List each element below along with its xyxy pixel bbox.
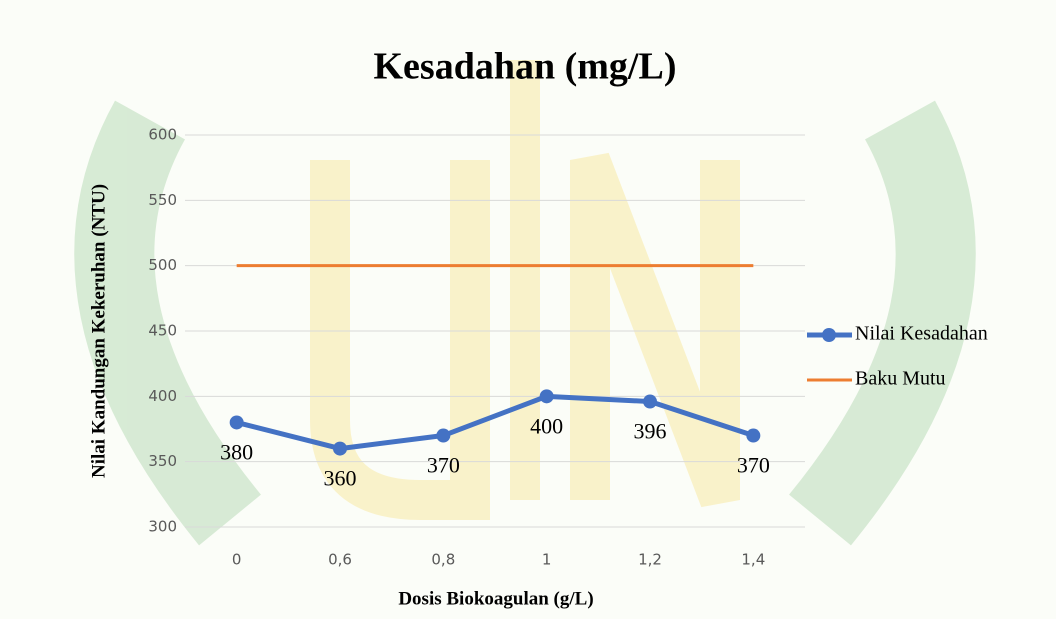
data-point xyxy=(746,429,760,443)
data-label: 380 xyxy=(220,440,253,465)
data-point xyxy=(643,395,657,409)
y-tick-label: 550 xyxy=(148,191,177,209)
chart: Kesadahan (mg/L) Dosis Biokoagulan (g/L)… xyxy=(0,0,1056,619)
data-label: 370 xyxy=(427,453,460,478)
data-label: 400 xyxy=(530,413,563,438)
x-tick-label: 0,6 xyxy=(328,551,352,569)
legend-label: Baku Mutu xyxy=(855,368,946,390)
x-tick-label: 1,4 xyxy=(741,551,765,569)
y-tick-label: 350 xyxy=(148,452,177,470)
y-tick-label: 400 xyxy=(148,387,177,405)
x-axis-label: Dosis Biokoagulan (g/L) xyxy=(398,588,593,609)
data-label: 360 xyxy=(324,466,357,491)
x-tick-label: 0,8 xyxy=(431,551,455,569)
chart-title: Kesadahan (mg/L) xyxy=(374,46,677,88)
x-tick-label: 1 xyxy=(542,551,552,569)
x-tick-label: 1,2 xyxy=(638,551,662,569)
data-point xyxy=(230,415,244,429)
y-axis-label: Nilai Kandungan Kekeruhan (NTU) xyxy=(88,184,109,478)
y-tick-label: 500 xyxy=(148,256,177,274)
legend-marker xyxy=(822,328,836,342)
y-tick-label: 600 xyxy=(148,126,177,144)
data-label: 396 xyxy=(634,419,667,444)
data-point xyxy=(333,442,347,456)
data-point xyxy=(436,429,450,443)
data-label: 370 xyxy=(737,453,770,478)
legend-label: Nilai Kesadahan xyxy=(855,323,988,345)
x-tick-label: 0 xyxy=(232,551,242,569)
data-point xyxy=(540,389,554,403)
y-tick-label: 450 xyxy=(148,322,177,340)
y-tick-label: 300 xyxy=(148,518,177,536)
